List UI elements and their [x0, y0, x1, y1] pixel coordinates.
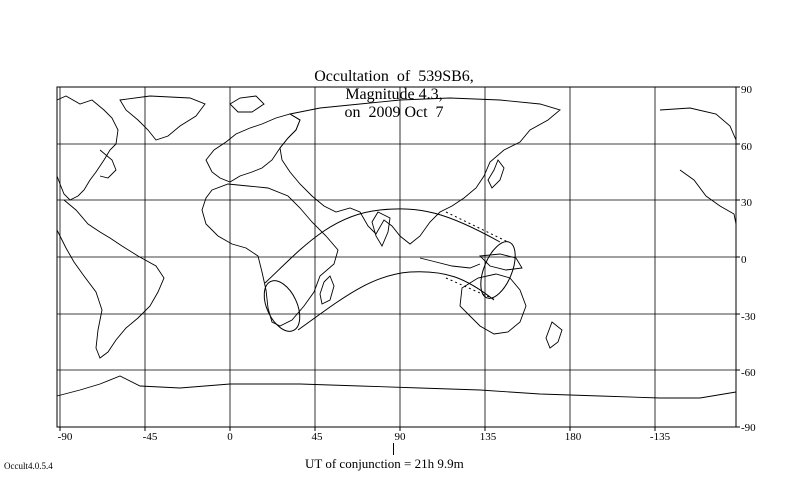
path-dotted-north — [445, 211, 509, 243]
x-tick-label: 180 — [565, 431, 582, 443]
x-tick-label: 45 — [312, 431, 324, 443]
grid-lines — [57, 87, 736, 427]
y-axis: 90 60 30 0 -30 -60 -90 — [736, 84, 756, 434]
coast-madagascar — [319, 275, 335, 305]
conjunction-tick — [393, 443, 394, 455]
coast-europe — [205, 113, 301, 183]
y-tick-label: 0 — [741, 254, 747, 266]
coastlines — [56, 95, 737, 399]
coast-new-guinea — [479, 253, 523, 271]
path-northern-limit — [264, 208, 501, 284]
coast-north-america-west — [679, 169, 737, 225]
coast-north-america — [56, 95, 119, 201]
x-tick-label: 90 — [395, 431, 407, 443]
y-tick-label: -30 — [741, 311, 756, 323]
x-tick-label: -90 — [58, 431, 73, 443]
path-start-ellipse — [263, 280, 301, 332]
coast-africa — [201, 183, 339, 327]
x-tick-label: 135 — [480, 431, 497, 443]
title-date: on 2009 Oct 7 — [344, 104, 444, 121]
x-tick-label: -45 — [143, 431, 158, 443]
conjunction-label: UT of conjunction = 21h 9.9m — [305, 456, 464, 471]
y-tick-label: -60 — [741, 367, 756, 379]
path-dotted-south — [445, 277, 497, 301]
x-axis: -90 -45 0 45 90 135 180 -135 — [58, 427, 671, 443]
coast-indonesia — [419, 257, 481, 269]
coast-asia — [279, 97, 561, 245]
x-tick-label: -135 — [650, 431, 671, 443]
coast-japan — [487, 159, 505, 189]
x-tick-label: 0 — [227, 431, 233, 443]
plot-title: Occultation of 539SB6, Magnitude 4.3, on… — [0, 50, 780, 122]
coast-hudson — [99, 149, 117, 179]
version-label: Occult4.0.5.4 — [4, 461, 53, 471]
coast-scandinavia-north — [229, 95, 265, 113]
coast-greenland — [119, 95, 206, 141]
coast-new-zealand — [545, 321, 563, 349]
path-end-ellipse — [480, 241, 516, 299]
y-tick-label: -90 — [741, 422, 756, 434]
coast-australia — [459, 273, 527, 335]
y-tick-label: 30 — [741, 197, 753, 209]
coast-alaska — [659, 107, 737, 141]
y-tick-label: 90 — [741, 84, 753, 96]
coast-south-america — [56, 199, 165, 359]
coast-antarctica — [56, 375, 737, 399]
path-southern-limit — [297, 271, 495, 331]
title-event: Occultation of 539SB6, — [314, 68, 474, 85]
y-tick-label: 60 — [741, 141, 753, 153]
coast-india — [371, 211, 391, 247]
occultation-path — [263, 208, 516, 332]
